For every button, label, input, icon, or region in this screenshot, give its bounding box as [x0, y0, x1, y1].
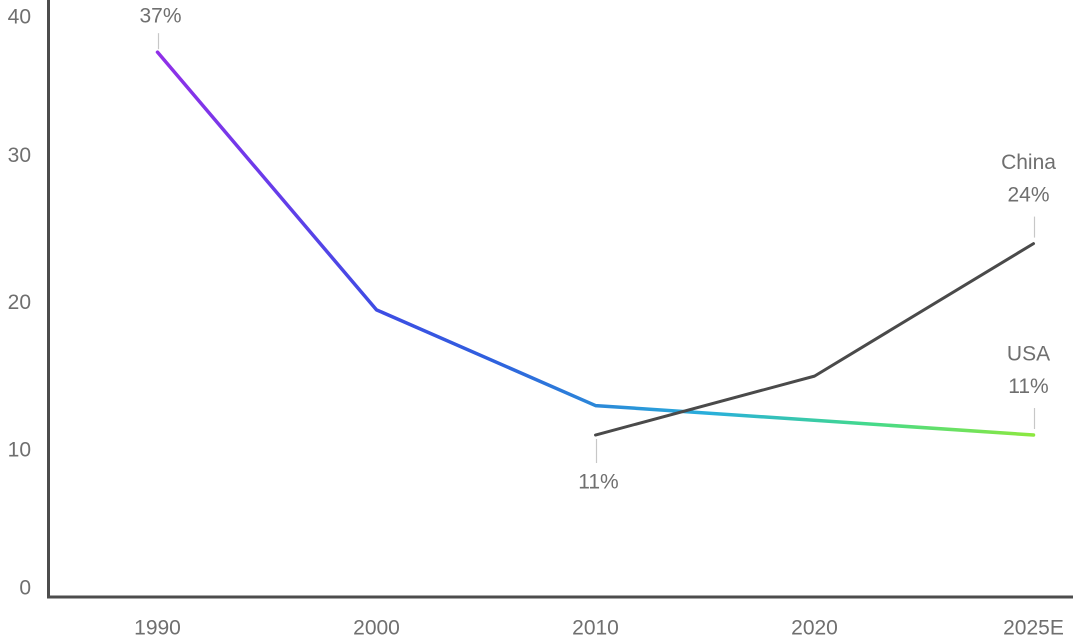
china-end-name-label: China	[1001, 151, 1056, 174]
y-tick-label: 40	[8, 6, 31, 29]
y-tick-label: 10	[8, 438, 31, 461]
x-tick-label: 2025E	[1003, 617, 1064, 640]
china-end-value-label: 24%	[1007, 184, 1049, 207]
x-tick-label: 2020	[791, 617, 838, 640]
y-tick-label: 20	[8, 291, 31, 314]
x-tick-label: 2010	[572, 617, 619, 640]
china-line	[594, 242, 1035, 437]
y-tick-label: 0	[19, 577, 31, 600]
x-tick-label: 2000	[353, 617, 400, 640]
usa-line	[155, 50, 1036, 437]
usa-end-name-label: USA	[1007, 343, 1050, 366]
y-tick-label: 30	[8, 144, 31, 167]
china-start-value-label: 11%	[578, 471, 618, 494]
usa-start-value-label: 37%	[139, 5, 181, 28]
usa-end-value-label: 11%	[1008, 375, 1048, 398]
x-tick-label: 1990	[134, 617, 181, 640]
